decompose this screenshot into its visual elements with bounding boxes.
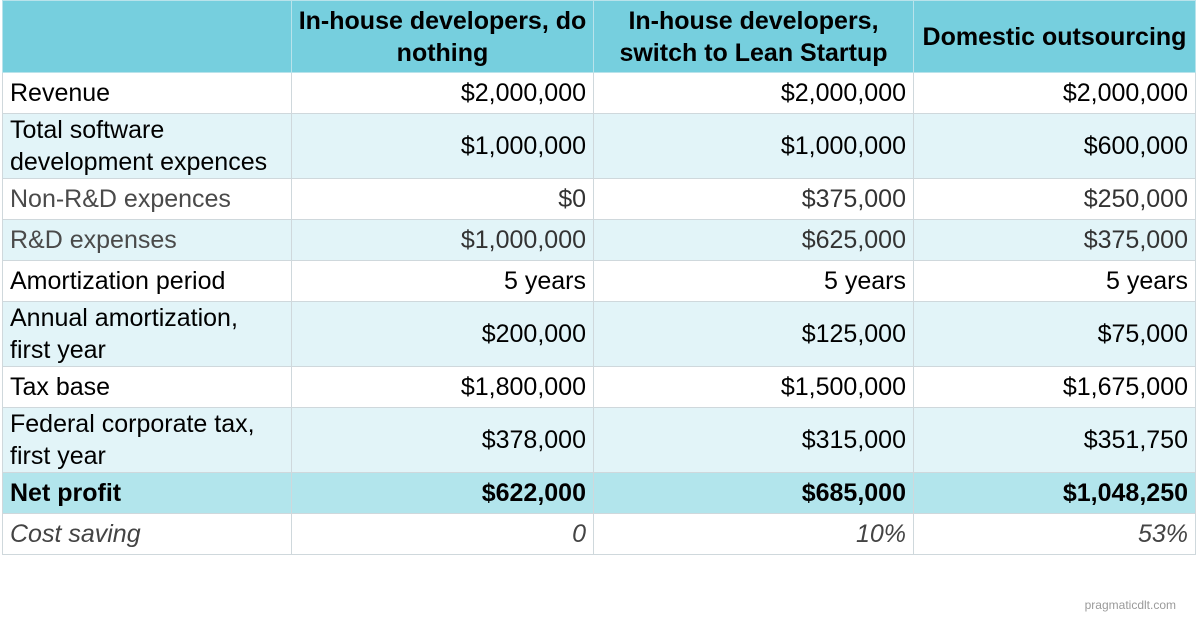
cell-value: $315,000	[593, 407, 914, 473]
header-corner	[2, 0, 292, 73]
row-label: Federal corporate tax, first year	[2, 407, 292, 473]
row-net-profit: Net profit $622,000 $685,000 $1,048,250	[2, 472, 1196, 514]
cell-value: $125,000	[593, 301, 914, 367]
row-total-software-dev-expenses: Total software development expences $1,0…	[2, 113, 1196, 179]
cell-value: $2,000,000	[913, 72, 1196, 114]
comparison-table: In-house developers, do nothing In-house…	[2, 0, 1196, 555]
header-row: In-house developers, do nothing In-house…	[2, 0, 1196, 73]
row-amortization-period: Amortization period 5 years 5 years 5 ye…	[2, 260, 1196, 302]
row-label: Amortization period	[2, 260, 292, 302]
cell-value: $1,000,000	[291, 219, 594, 261]
source-watermark: pragmaticdlt.com	[1084, 598, 1176, 612]
row-rd-expenses: R&D expenses $1,000,000 $625,000 $375,00…	[2, 219, 1196, 261]
row-revenue: Revenue $2,000,000 $2,000,000 $2,000,000	[2, 72, 1196, 114]
cell-value: 10%	[593, 513, 914, 555]
cell-value: $351,750	[913, 407, 1196, 473]
row-label: Cost saving	[2, 513, 292, 555]
row-cost-saving: Cost saving 0 10% 53%	[2, 513, 1196, 555]
cell-value: $200,000	[291, 301, 594, 367]
cell-value: $1,048,250	[913, 472, 1196, 514]
cell-value: $1,500,000	[593, 366, 914, 408]
row-label: R&D expenses	[2, 219, 292, 261]
cell-value: 53%	[913, 513, 1196, 555]
cell-value: $0	[291, 178, 594, 220]
cell-value: $375,000	[593, 178, 914, 220]
cell-value: 5 years	[593, 260, 914, 302]
cell-value: $685,000	[593, 472, 914, 514]
cell-value: 5 years	[291, 260, 594, 302]
cell-value: 0	[291, 513, 594, 555]
cell-value: $2,000,000	[291, 72, 594, 114]
cell-value: $625,000	[593, 219, 914, 261]
header-domestic-outsourcing: Domestic outsourcing	[913, 0, 1196, 73]
cell-value: $250,000	[913, 178, 1196, 220]
cell-value: 5 years	[913, 260, 1196, 302]
cell-value: $375,000	[913, 219, 1196, 261]
row-label: Non-R&D expences	[2, 178, 292, 220]
row-non-rd-expenses: Non-R&D expences $0 $375,000 $250,000	[2, 178, 1196, 220]
cell-value: $1,800,000	[291, 366, 594, 408]
cell-value: $1,000,000	[593, 113, 914, 179]
cell-value: $600,000	[913, 113, 1196, 179]
row-label: Revenue	[2, 72, 292, 114]
cell-value: $75,000	[913, 301, 1196, 367]
row-label: Total software development expences	[2, 113, 292, 179]
cell-value: $2,000,000	[593, 72, 914, 114]
cell-value: $1,000,000	[291, 113, 594, 179]
row-federal-corporate-tax: Federal corporate tax, first year $378,0…	[2, 407, 1196, 473]
row-label: Tax base	[2, 366, 292, 408]
cell-value: $622,000	[291, 472, 594, 514]
cell-value: $1,675,000	[913, 366, 1196, 408]
row-tax-base: Tax base $1,800,000 $1,500,000 $1,675,00…	[2, 366, 1196, 408]
row-annual-amortization: Annual amortization, first year $200,000…	[2, 301, 1196, 367]
header-in-house-lean-startup: In-house developers, switch to Lean Star…	[593, 0, 914, 73]
cell-value: $378,000	[291, 407, 594, 473]
row-label: Annual amortization, first year	[2, 301, 292, 367]
header-in-house-do-nothing: In-house developers, do nothing	[291, 0, 594, 73]
row-label: Net profit	[2, 472, 292, 514]
